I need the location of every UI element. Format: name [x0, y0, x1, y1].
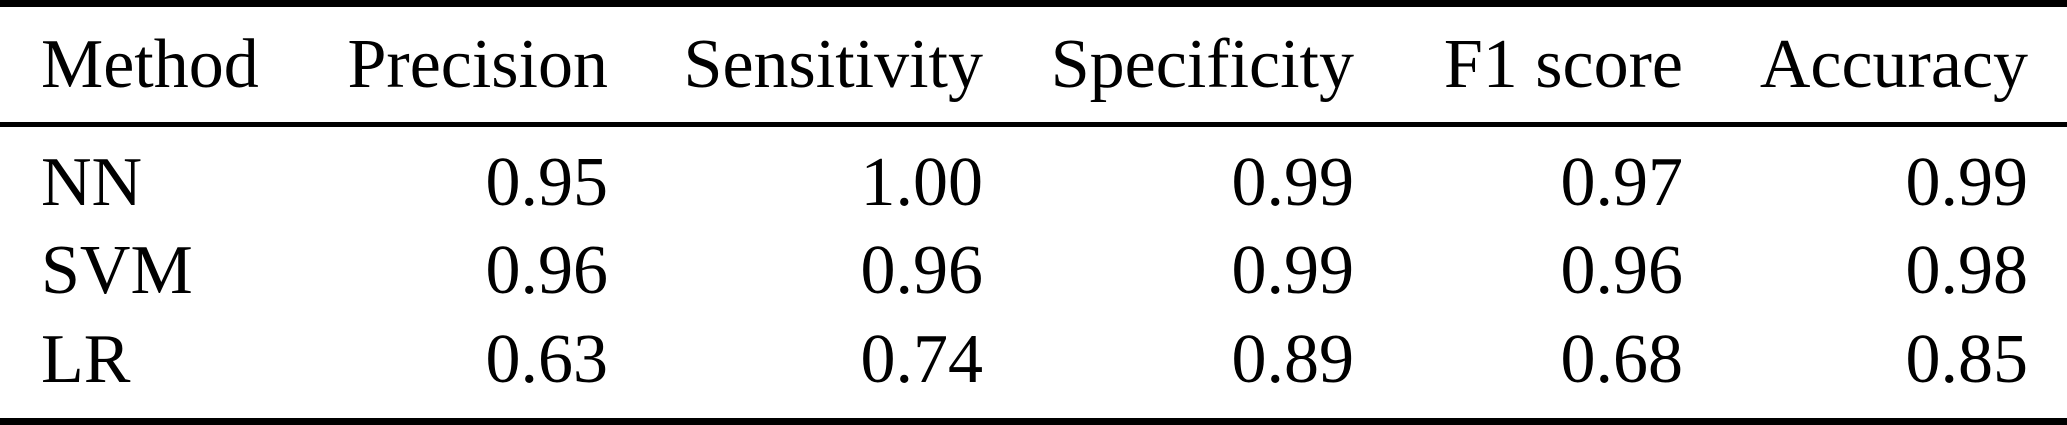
table-header: Method Precision Sensitivity Specificity… [0, 4, 2067, 125]
column-header-accuracy: Accuracy [1759, 25, 2028, 103]
cell-method: LR [41, 320, 131, 398]
cell-specificity: 0.89 [1231, 320, 1355, 398]
cell-method: SVM [41, 232, 193, 310]
cell-specificity: 0.99 [1231, 232, 1355, 310]
cell-sensitivity: 0.96 [860, 232, 984, 310]
cell-specificity: 0.99 [1231, 143, 1355, 221]
column-header-specificity: Specificity [1050, 25, 1354, 103]
cell-accuracy: 0.99 [1905, 143, 2029, 221]
cell-sensitivity: 0.74 [860, 320, 984, 398]
column-header-f1-score: F1 score [1443, 25, 1683, 103]
cell-method: NN [41, 143, 143, 221]
cell-precision: 0.95 [485, 143, 609, 221]
table-row-svm: SVM 0.96 0.96 0.99 0.96 0.98 [0, 224, 2067, 319]
cell-sensitivity: 1.00 [860, 143, 984, 221]
table-row-nn: NN 0.95 1.00 0.99 0.97 0.99 [0, 125, 2067, 224]
cell-f1-score: 0.96 [1560, 232, 1684, 310]
table-body: NN 0.95 1.00 0.99 0.97 0.99 SVM 0.96 0.9… [0, 125, 2067, 422]
cell-f1-score: 0.97 [1560, 143, 1684, 221]
cell-precision: 0.63 [485, 320, 609, 398]
table-row-lr: LR 0.63 0.74 0.89 0.68 0.85 [0, 319, 2067, 422]
cell-precision: 0.96 [485, 232, 609, 310]
cell-accuracy: 0.98 [1905, 232, 2029, 310]
cell-accuracy: 0.85 [1905, 320, 2029, 398]
cell-f1-score: 0.68 [1560, 320, 1684, 398]
column-header-method: Method [41, 25, 259, 103]
column-header-precision: Precision [347, 25, 608, 103]
header-row: Method Precision Sensitivity Specificity… [0, 4, 2067, 125]
column-header-sensitivity: Sensitivity [683, 25, 983, 103]
